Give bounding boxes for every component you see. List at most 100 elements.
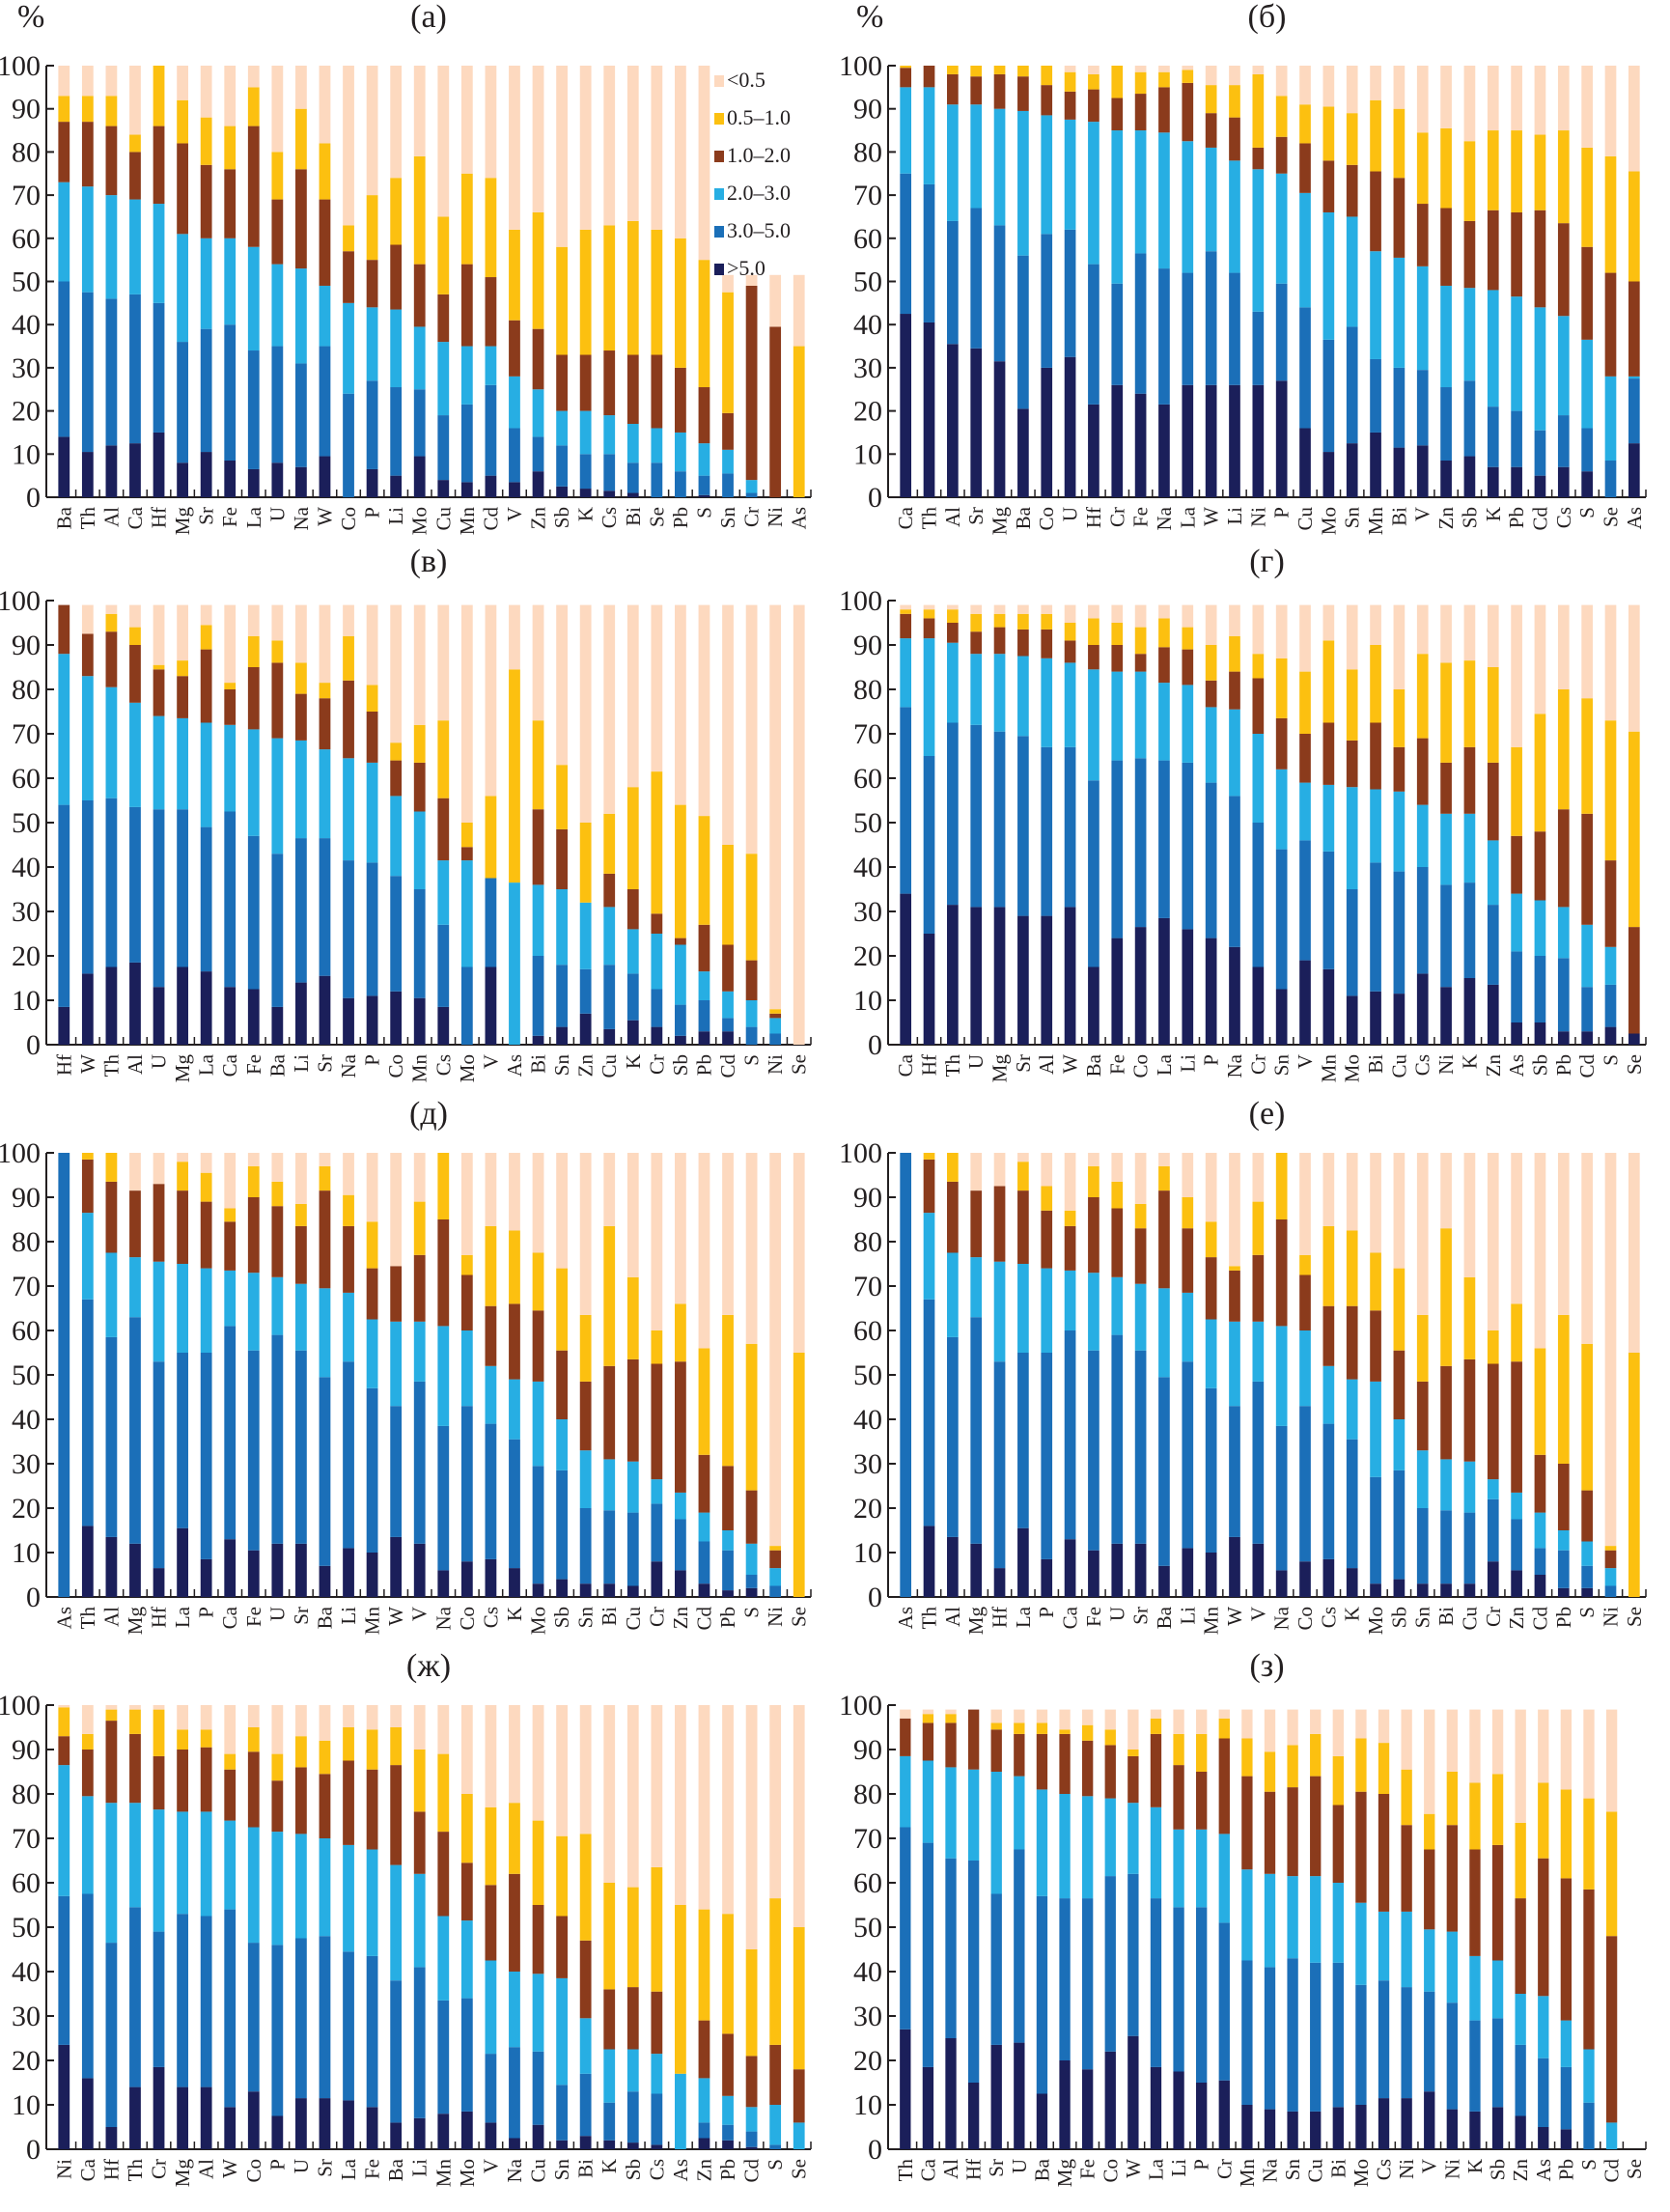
bar-segment-li-2: [295, 740, 307, 839]
bar-segment-k-0: [579, 489, 592, 497]
x-tick-label: Sr: [195, 507, 218, 525]
bar-segment-s-5: [1604, 604, 1617, 721]
bar-segment-al-4: [200, 1729, 212, 1748]
bar-segment-li-5: [343, 1153, 354, 1195]
bar-segment-sb-2: [556, 410, 568, 446]
y-tick-label: 50: [12, 807, 41, 839]
bar-segment-sn-4: [722, 292, 734, 413]
bar-segment-hf-2: [923, 638, 935, 756]
bar-segment-u-2: [271, 1276, 284, 1335]
bar-segment-cu-1: [437, 415, 450, 481]
bar-segment-cr-1: [745, 492, 758, 497]
bar-segment-k-2: [1346, 1379, 1358, 1440]
bar-segment-k-3: [509, 1303, 520, 1380]
bar-segment-ni-3: [1604, 1550, 1617, 1569]
bar-segment-cr-5: [1218, 1709, 1230, 1719]
bar-segment-bi-4: [626, 220, 639, 355]
bar-segment-sb-1: [1463, 380, 1476, 457]
bar-segment-co-1: [1041, 234, 1053, 368]
x-tick-label: U: [290, 2159, 313, 2173]
bar-segment-w-3: [1127, 1755, 1139, 1804]
bar-segment-pb-3: [1557, 809, 1570, 908]
bar-segment-pb-4: [722, 1914, 734, 2034]
bar-segment-hf-2: [1088, 122, 1099, 265]
bar-segment-li-5: [295, 604, 307, 663]
y-tick-label: 30: [853, 1448, 882, 1480]
bar-segment-al-3: [105, 126, 118, 196]
bar-segment-pb-4: [675, 238, 686, 368]
bar-segment-p-0: [1205, 938, 1217, 1045]
y-tick-label: 90: [12, 1182, 41, 1214]
x-tick-label: Ni: [1246, 507, 1269, 527]
bar-segment-k-4: [1346, 1230, 1358, 1306]
bar-segment-mo-5: [1355, 1709, 1367, 1739]
bar-segment-sr-4: [990, 1722, 1002, 1730]
bar-segment-th-1: [923, 183, 935, 322]
x-tick-label: Se: [1623, 1054, 1646, 1075]
bar-segment-v-1: [1252, 1381, 1265, 1544]
bar-segment-zn-4: [1440, 127, 1452, 209]
bar-segment-cd-5: [722, 604, 734, 845]
bar-segment-al-5: [1041, 604, 1053, 614]
bar-segment-zn-2: [532, 389, 544, 437]
bar-segment-fe-1: [366, 1955, 378, 2108]
y-tick-label: 30: [12, 2001, 41, 2032]
bar-segment-u-4: [1064, 71, 1076, 92]
bar-segment-v-1: [485, 878, 497, 967]
bar-segment-u-2: [295, 1834, 307, 1939]
bar-segment-zn-0: [532, 471, 544, 497]
bar-segment-hf-1: [58, 804, 70, 1007]
bar-segment-p-1: [1041, 1353, 1053, 1559]
bar-segment-u-4: [153, 664, 165, 670]
bar-segment-cu-0: [603, 1028, 616, 1045]
bar-segment-sr-3: [295, 1225, 307, 1284]
x-tick-label: P: [361, 507, 384, 518]
x-tick-label: P: [1270, 507, 1294, 518]
bar-segment-cd-5: [1581, 604, 1593, 699]
bar-segment-cu-4: [1310, 1733, 1322, 1777]
bar-segment-s-4: [745, 1343, 758, 1491]
bar-segment-mo-0: [1346, 995, 1358, 1045]
bar-segment-sn-4: [1287, 1745, 1298, 1788]
bar-segment-v-0: [485, 966, 497, 1045]
bar-segment-al-5: [945, 1709, 957, 1715]
x-tick-label: Se: [1623, 2159, 1646, 2179]
bar-segment-mo-0: [1370, 1583, 1381, 1597]
bar-segment-th-0: [129, 2086, 141, 2149]
bar-segment-cs-2: [1557, 316, 1570, 416]
x-tick-label: U: [964, 1054, 988, 1069]
bar-segment-k-3: [1487, 210, 1499, 291]
bar-segment-fe-2: [1088, 1273, 1099, 1351]
bar-segment-mo-0: [532, 1583, 544, 1597]
y-tick-label: 60: [12, 1315, 41, 1347]
bar-segment-sr-5: [990, 1709, 1002, 1723]
bar-segment-pb-2: [698, 971, 710, 1000]
bar-segment-mn-5: [460, 66, 473, 174]
bar-segment-fe-3: [1111, 645, 1124, 672]
bar-segment-al-1: [947, 1336, 959, 1537]
x-tick-label: Co: [1294, 1607, 1317, 1631]
bar-segment-se-1: [1604, 461, 1617, 497]
bar-segment-li-2: [343, 1292, 354, 1362]
bar-segment-fe-1: [224, 324, 237, 462]
x-tick-label: Bi: [1364, 1054, 1387, 1074]
bar-segment-cs-1: [485, 1423, 497, 1559]
bar-segment-cu-2: [1463, 1461, 1476, 1513]
x-tick-label: Ca: [124, 506, 147, 529]
bar-segment-li-5: [413, 1705, 426, 1750]
bar-segment-fe-0: [247, 1550, 260, 1597]
bar-segment-ni-0: [58, 2044, 70, 2149]
bar-segment-sr-5: [319, 604, 331, 684]
bar-segment-cs-2: [651, 2054, 663, 2094]
bar-segment-pb-1: [722, 2124, 734, 2141]
x-tick-label: Mo: [408, 507, 431, 535]
bar-segment-as-3: [1511, 835, 1522, 894]
bar-segment-fe-4: [247, 1165, 260, 1197]
bar-segment-s-2: [1581, 1541, 1593, 1566]
bar-segment-k-4: [1463, 660, 1476, 747]
bar-segment-s-1: [1581, 428, 1593, 472]
x-tick-label: S: [740, 1607, 764, 1618]
bar-segment-mn-4: [413, 724, 426, 763]
bar-segment-cr-1: [1252, 823, 1265, 967]
bar-segment-p-5: [1275, 66, 1288, 97]
